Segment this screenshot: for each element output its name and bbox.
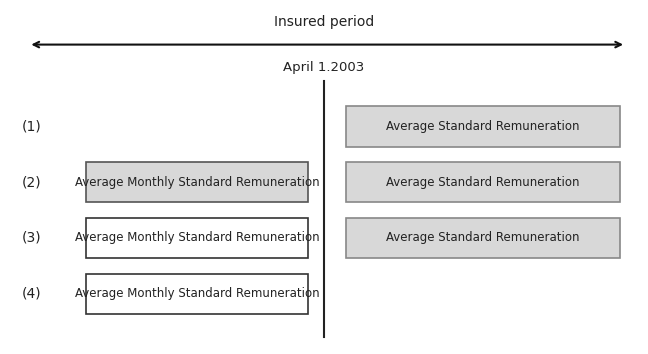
Text: (1): (1) [22,120,41,133]
Text: Average Standard Remuneration: Average Standard Remuneration [386,120,580,133]
FancyBboxPatch shape [347,162,619,202]
Text: Average Monthly Standard Remuneration: Average Monthly Standard Remuneration [75,176,319,189]
Text: Average Monthly Standard Remuneration: Average Monthly Standard Remuneration [75,287,319,300]
Text: Average Standard Remuneration: Average Standard Remuneration [386,232,580,245]
Text: Average Monthly Standard Remuneration: Average Monthly Standard Remuneration [75,232,319,245]
FancyBboxPatch shape [347,107,619,147]
Text: April 1.2003: April 1.2003 [283,61,365,74]
Text: Insured period: Insured period [274,15,374,29]
Text: (2): (2) [22,175,41,189]
Text: (4): (4) [22,287,41,301]
Text: Average Standard Remuneration: Average Standard Remuneration [386,176,580,189]
FancyBboxPatch shape [86,162,308,202]
FancyBboxPatch shape [347,218,619,258]
FancyBboxPatch shape [86,274,308,314]
FancyBboxPatch shape [86,218,308,258]
Text: (3): (3) [22,231,41,245]
